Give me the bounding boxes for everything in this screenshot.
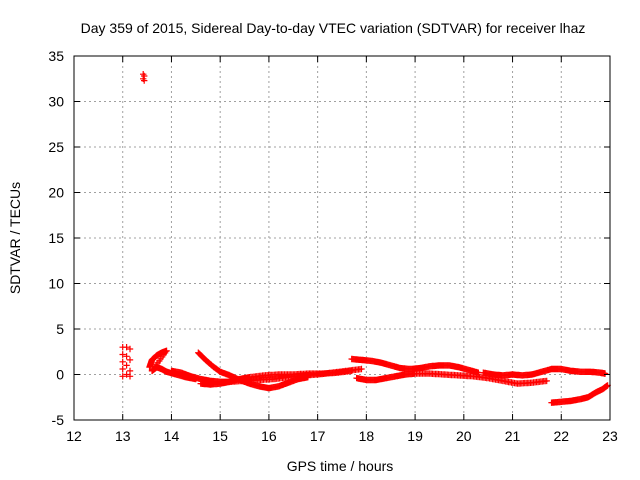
x-tick-label: 13: [115, 428, 131, 444]
data-point: [141, 77, 148, 84]
x-tick-label: 21: [505, 428, 521, 444]
data-point: [119, 373, 126, 380]
data-point: [126, 367, 134, 375]
data-point: [119, 365, 126, 373]
x-tick-label: 23: [602, 428, 618, 444]
data-point: [119, 351, 126, 358]
data-point: [348, 367, 355, 375]
x-axis-label: GPS time / hours: [287, 458, 394, 474]
data-points: [119, 71, 611, 406]
data-point: [123, 353, 130, 360]
data-point: [126, 356, 134, 364]
data-point: [123, 371, 130, 378]
y-tick-label: 15: [48, 230, 64, 246]
y-tick-label: -5: [52, 412, 65, 428]
data-point: [358, 365, 365, 373]
x-tick-label: 15: [212, 428, 228, 444]
data-point: [543, 377, 550, 385]
data-point: [601, 370, 609, 377]
y-tick-label: 35: [48, 48, 64, 64]
x-tick-label: 16: [261, 428, 277, 444]
chart-title: Day 359 of 2015, Sidereal Day-to-day VTE…: [81, 20, 586, 36]
y-tick-label: 5: [56, 321, 64, 337]
x-tick-label: 19: [407, 428, 423, 444]
data-point: [119, 358, 126, 365]
data-point: [126, 345, 134, 353]
x-tick-label: 17: [310, 428, 326, 444]
x-tick-label: 18: [359, 428, 375, 444]
x-tick-label: 20: [456, 428, 472, 444]
y-tick-label: 30: [48, 94, 64, 110]
y-axis-label: SDTVAR / TECUs: [7, 182, 23, 294]
data-point: [126, 373, 134, 380]
y-tick-label: 0: [56, 367, 64, 383]
axes: 12 13 14 15 16 17 18 19 20 21 22 23 -5 0 5 10 15 20 25 30 35: [48, 48, 618, 444]
y-tick-label: 20: [48, 185, 64, 201]
y-tick-label: 10: [48, 276, 64, 292]
x-tick-label: 22: [553, 428, 569, 444]
data-point: [123, 362, 130, 369]
data-point: [123, 344, 130, 351]
y-tick-label: 25: [48, 139, 64, 155]
grid: [74, 56, 610, 420]
x-tick-label: 12: [66, 428, 82, 444]
x-tick-label: 14: [164, 428, 180, 444]
